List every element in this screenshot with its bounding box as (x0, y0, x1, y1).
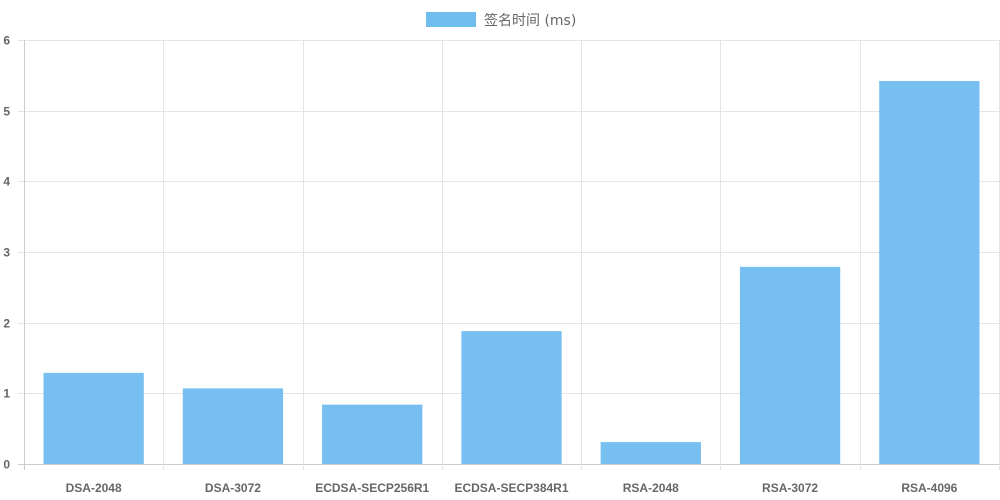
bar-rsa-2048[interactable] (600, 442, 701, 464)
y-tick-label: 1 (3, 387, 10, 401)
y-tick-label: 3 (3, 246, 10, 260)
y-tick-label: 0 (3, 458, 10, 472)
y-tick-label: 6 (3, 34, 10, 48)
bar-rsa-3072[interactable] (739, 266, 841, 464)
x-tick-label: ECDSA-SECP384R1 (454, 481, 568, 495)
bar-dsa-2048[interactable] (43, 372, 144, 464)
bar-ecdsa-secp384r1[interactable] (461, 331, 562, 464)
y-tick-label: 4 (3, 175, 10, 189)
legend-label: 签名时间 (ms) (484, 12, 576, 29)
bar-ecdsa-secp256r1[interactable] (322, 404, 423, 464)
x-tick-label: RSA-4096 (901, 481, 957, 495)
bar-dsa-3072[interactable] (182, 388, 284, 464)
legend-swatch (426, 12, 476, 27)
x-tick-label: RSA-2048 (623, 481, 679, 495)
x-tick-label: DSA-2048 (66, 481, 122, 495)
x-tick-label: DSA-3072 (205, 481, 261, 495)
y-tick-label: 5 (3, 105, 10, 119)
grid-lines (18, 40, 1000, 470)
x-tick-label: RSA-3072 (762, 481, 818, 495)
x-tick-label: ECDSA-SECP256R1 (315, 481, 429, 495)
bars (43, 80, 980, 464)
y-tick-label: 2 (3, 317, 10, 331)
legend: 签名时间 (ms) (426, 12, 576, 29)
axes: 0 1 2 3 4 5 6 DSA-2048 DSA-3072 ECDSA-SECP256R1 EC… (3, 34, 957, 496)
bar-rsa-4096[interactable] (879, 80, 980, 464)
